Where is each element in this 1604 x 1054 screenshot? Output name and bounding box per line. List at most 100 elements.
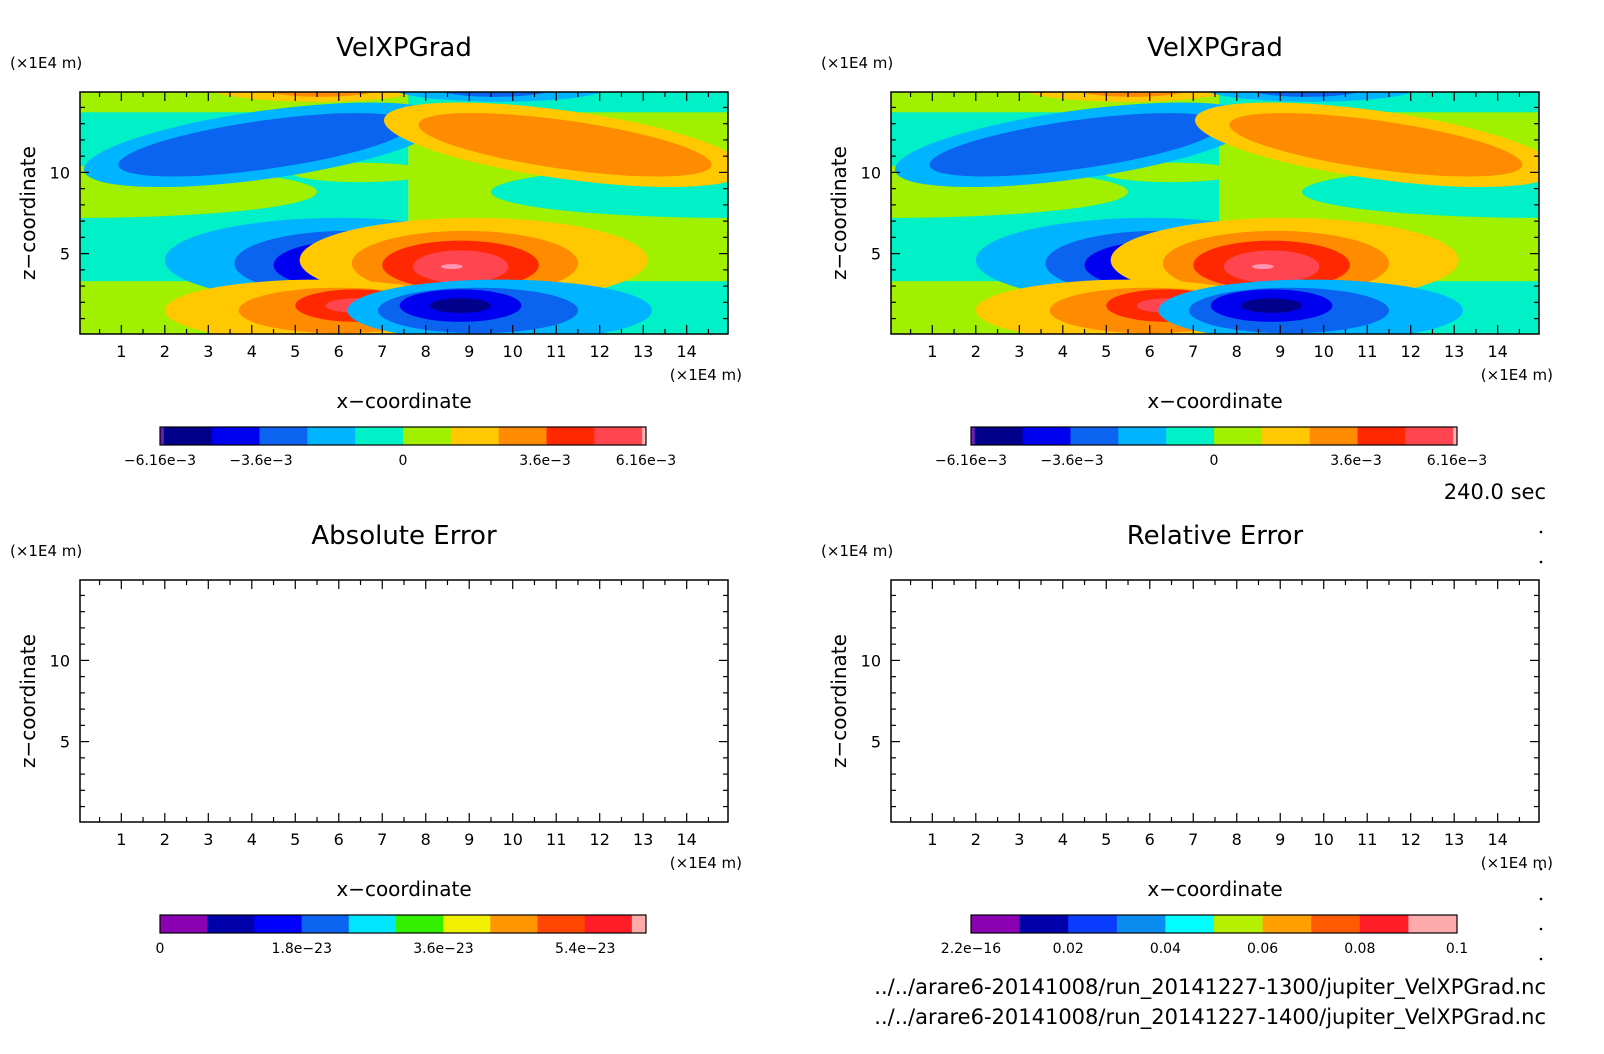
colorbar-swatch (1165, 915, 1215, 933)
top-pos-fragment-core (1079, 92, 1186, 97)
panel-title: VelXPGrad (336, 33, 472, 63)
x-tick-label: 14 (1488, 830, 1508, 849)
colorbar: −6.16e−3 −3.6e−3 0 3.6e−3 6.16e−3 (124, 426, 676, 469)
x-tick-label: 7 (377, 830, 387, 849)
core-pos-peak (440, 264, 463, 270)
z-tick-label: 10 (861, 163, 881, 182)
x-tick-label: 11 (1357, 342, 1377, 361)
x-tick-label: 9 (464, 342, 474, 361)
x-tick-label: 8 (1232, 830, 1242, 849)
marker-dots (1539, 530, 1543, 961)
y-unit-label: (×1E4 m) (10, 54, 82, 72)
x-tick-label: 4 (1058, 342, 1068, 361)
colorbar-swatch (395, 915, 444, 933)
upper-pos-2 (418, 113, 712, 177)
colorbar-swatch (348, 915, 397, 933)
colorbar-swatch (971, 915, 1021, 933)
colorbar-swatch (160, 915, 208, 933)
x-tick-label: 1 (116, 830, 126, 849)
panel-title: VelXPGrad (1147, 33, 1283, 63)
top-neg-fragment-core (1253, 92, 1360, 97)
colorbar: 2.2e−16 0.02 0.04 0.06 0.08 0.1 (941, 914, 1468, 957)
colorbar-tick-label: 0.06 (1247, 941, 1278, 957)
y-axis-label: z−coordinate (16, 146, 40, 280)
y-axis-label: z−coordinate (16, 634, 40, 768)
colorbar-swatch (211, 427, 260, 445)
x-axis-label: x−coordinate (336, 877, 471, 901)
x-tick-label: 4 (1058, 830, 1068, 849)
x-tick-label: 6 (1145, 830, 1155, 849)
colorbar-swatch (443, 915, 491, 933)
upper-neg-2 (118, 113, 412, 177)
colorbar-tick-label: 0.02 (1053, 941, 1084, 957)
field-small-lobe-joint (1206, 167, 1220, 179)
colorbar-tick-label: −3.6e−3 (229, 453, 292, 469)
colorbar-swatch (971, 427, 976, 445)
colorbar-swatch (1405, 427, 1454, 445)
colorbar-tick-label: −3.6e−3 (1040, 453, 1103, 469)
colorbar-tick-label: −6.16e−3 (935, 453, 1007, 469)
x-tick-label: 3 (1014, 830, 1024, 849)
x-tick-label: 4 (247, 342, 257, 361)
top-neg-fragment (397, 92, 603, 102)
x-tick-label: 5 (1101, 342, 1111, 361)
colorbar-swatch (450, 427, 500, 445)
x-tick-label: 3 (203, 830, 213, 849)
colorbar-swatch (1118, 427, 1167, 445)
top-neg-fragment (1208, 92, 1414, 102)
x-tick-label: 13 (633, 830, 653, 849)
x-tick-label: 2 (160, 830, 170, 849)
panel-title: Relative Error (1127, 521, 1304, 551)
panel-absolute-error: Absolute Error(×1E4 m)1 2 3 4 5 6 7 8 9 10 11 12 13 1… (10, 521, 742, 957)
colorbar-tick-label: 3.6e−23 (413, 941, 473, 957)
colorbar-tick-label: 0.08 (1344, 941, 1375, 957)
colorbar-swatch (631, 915, 647, 933)
plot-area (891, 92, 1539, 334)
x-tick-label: 3 (1014, 342, 1024, 361)
plot-area (80, 92, 728, 334)
x-axis-label: x−coordinate (1147, 389, 1282, 413)
colorbar-swatch (490, 915, 538, 933)
colorbar-tick-label: 6.16e−3 (1427, 453, 1487, 469)
colorbar-tick-label: 5.4e−23 (555, 941, 615, 957)
x-tick-label: 11 (546, 830, 566, 849)
colorbar-swatch (1453, 427, 1458, 445)
colorbar-swatch (1359, 915, 1409, 933)
colorbar-swatch (1214, 915, 1264, 933)
colorbar-tick-label: 3.6e−3 (519, 453, 571, 469)
colorbar-swatch (498, 427, 548, 445)
x-unit-label: (×1E4 m) (670, 854, 742, 872)
y-axis-label: z−coordinate (827, 634, 851, 768)
x-tick-label: 6 (334, 830, 344, 849)
colorbar-swatch (594, 427, 643, 445)
x-tick-label: 10 (1314, 830, 1334, 849)
x-tick-label: 5 (290, 342, 300, 361)
x-unit-label: (×1E4 m) (670, 366, 742, 384)
x-tick-label: 14 (677, 342, 697, 361)
x-tick-label: 8 (1232, 342, 1242, 361)
z-tick-label: 5 (871, 245, 881, 264)
bottom-neg-4 (430, 298, 491, 313)
colorbar: −6.16e−3 −3.6e−3 0 3.6e−3 6.16e−3 (935, 426, 1487, 469)
colorbar-swatch (1357, 427, 1406, 445)
panel-relative-error: Relative Error(×1E4 m)1 2 3 4 5 6 7 8 9 10 11 12 13 1… (821, 521, 1553, 957)
x-tick-label: 7 (1188, 830, 1198, 849)
colorbar-swatch (163, 427, 213, 445)
colorbar-swatch (546, 427, 595, 445)
x-tick-label: 11 (1357, 830, 1377, 849)
colorbar-frame (970, 426, 1458, 446)
colorbar-tick-label: −6.16e−3 (124, 453, 196, 469)
x-tick-label: 7 (1188, 342, 1198, 361)
colorbar-swatch (1261, 427, 1311, 445)
z-tick-label: 10 (50, 651, 70, 670)
x-tick-label: 14 (677, 830, 697, 849)
colorbar-swatch (301, 915, 350, 933)
time-label: 240.0 sec (1444, 480, 1546, 504)
x-tick-label: 2 (160, 342, 170, 361)
colorbar-frame (970, 914, 1458, 934)
x-tick-label: 9 (1275, 830, 1285, 849)
colorbar-swatch (1070, 427, 1119, 445)
x-tick-label: 10 (1314, 342, 1334, 361)
colorbar-swatch (307, 427, 356, 445)
